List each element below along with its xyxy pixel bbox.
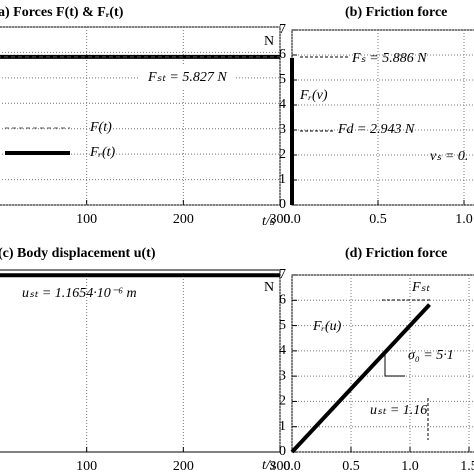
x-tick-label: 200 <box>173 459 194 474</box>
annotation: Fd = 2.943 N <box>337 122 415 137</box>
y-tick-label: 4 <box>279 343 286 358</box>
y-tick-label: 7 <box>279 267 286 282</box>
y-tick-label: 3 <box>279 368 286 383</box>
y-tick-label: 4 <box>279 97 286 112</box>
line-series <box>290 303 431 454</box>
x-tick-label: 300 <box>270 459 291 474</box>
y-tick-label: 0 <box>279 444 286 459</box>
legend-label: Fᵣ(t) <box>89 145 116 160</box>
x-tick-label: 0.5 <box>369 212 387 227</box>
x-axis-label: t/s <box>262 458 276 473</box>
x-tick-label: 100 <box>76 212 97 227</box>
y-tick-label: 6 <box>279 293 286 308</box>
panel-title: (c) Body displacement u(t) <box>0 246 156 261</box>
y-tick-label: 7 <box>279 22 286 37</box>
x-tick-label: 0.5 <box>342 459 360 474</box>
annotation: uₛₜ = 1.1654·10⁻⁶ m <box>22 286 137 301</box>
annotation: Fᵣ(v) <box>299 88 328 103</box>
x-tick-label: 300 <box>270 212 291 227</box>
annotation: vₛ = 0. <box>430 149 468 164</box>
y-tick-label: 1 <box>279 419 286 434</box>
y-tick-label: 1 <box>279 172 286 187</box>
x-tick-label: 1.5 <box>460 459 474 474</box>
y-tick-label: 0 <box>279 197 286 212</box>
annotation: Fₛₜ <box>411 280 431 295</box>
x-tick-label: 100 <box>76 459 97 474</box>
annotation: Fᵣ(u) <box>312 319 342 334</box>
y-axis-label: N <box>264 280 274 295</box>
y-tick-label: 6 <box>279 47 286 62</box>
x-axis-label: t/s <box>262 214 276 229</box>
annotation: Fₛ = 5.886 N <box>351 51 427 66</box>
annotation: uₛₜ = 1.16 <box>370 403 427 418</box>
y-tick-label: 5 <box>279 318 286 333</box>
x-tick-label: 0.0 <box>283 459 301 474</box>
x-tick-label: 1.0 <box>401 459 419 474</box>
annotation: σ₀ = 5·1 <box>408 348 454 363</box>
y-tick-label: 2 <box>279 394 286 409</box>
panel-title: a) Forces F(t) & Fᵣ(t) <box>0 5 124 20</box>
y-tick-label: 2 <box>279 147 286 162</box>
y-tick-label: 5 <box>279 72 286 87</box>
x-tick-label: 1.0 <box>455 212 473 227</box>
y-tick-label: 3 <box>279 122 286 137</box>
annotation-bg <box>140 66 235 88</box>
x-tick-label: 0.0 <box>283 212 301 227</box>
panel-title: (d) Friction force <box>345 246 447 261</box>
y-axis-label: N <box>264 34 274 49</box>
legend-label: F(t) <box>89 120 112 135</box>
x-tick-label: 200 <box>173 212 194 227</box>
slope-triangle <box>384 355 405 377</box>
annotation: Fₛₜ = 5.827 N <box>147 70 227 85</box>
panel-title: (b) Friction force <box>345 5 447 20</box>
